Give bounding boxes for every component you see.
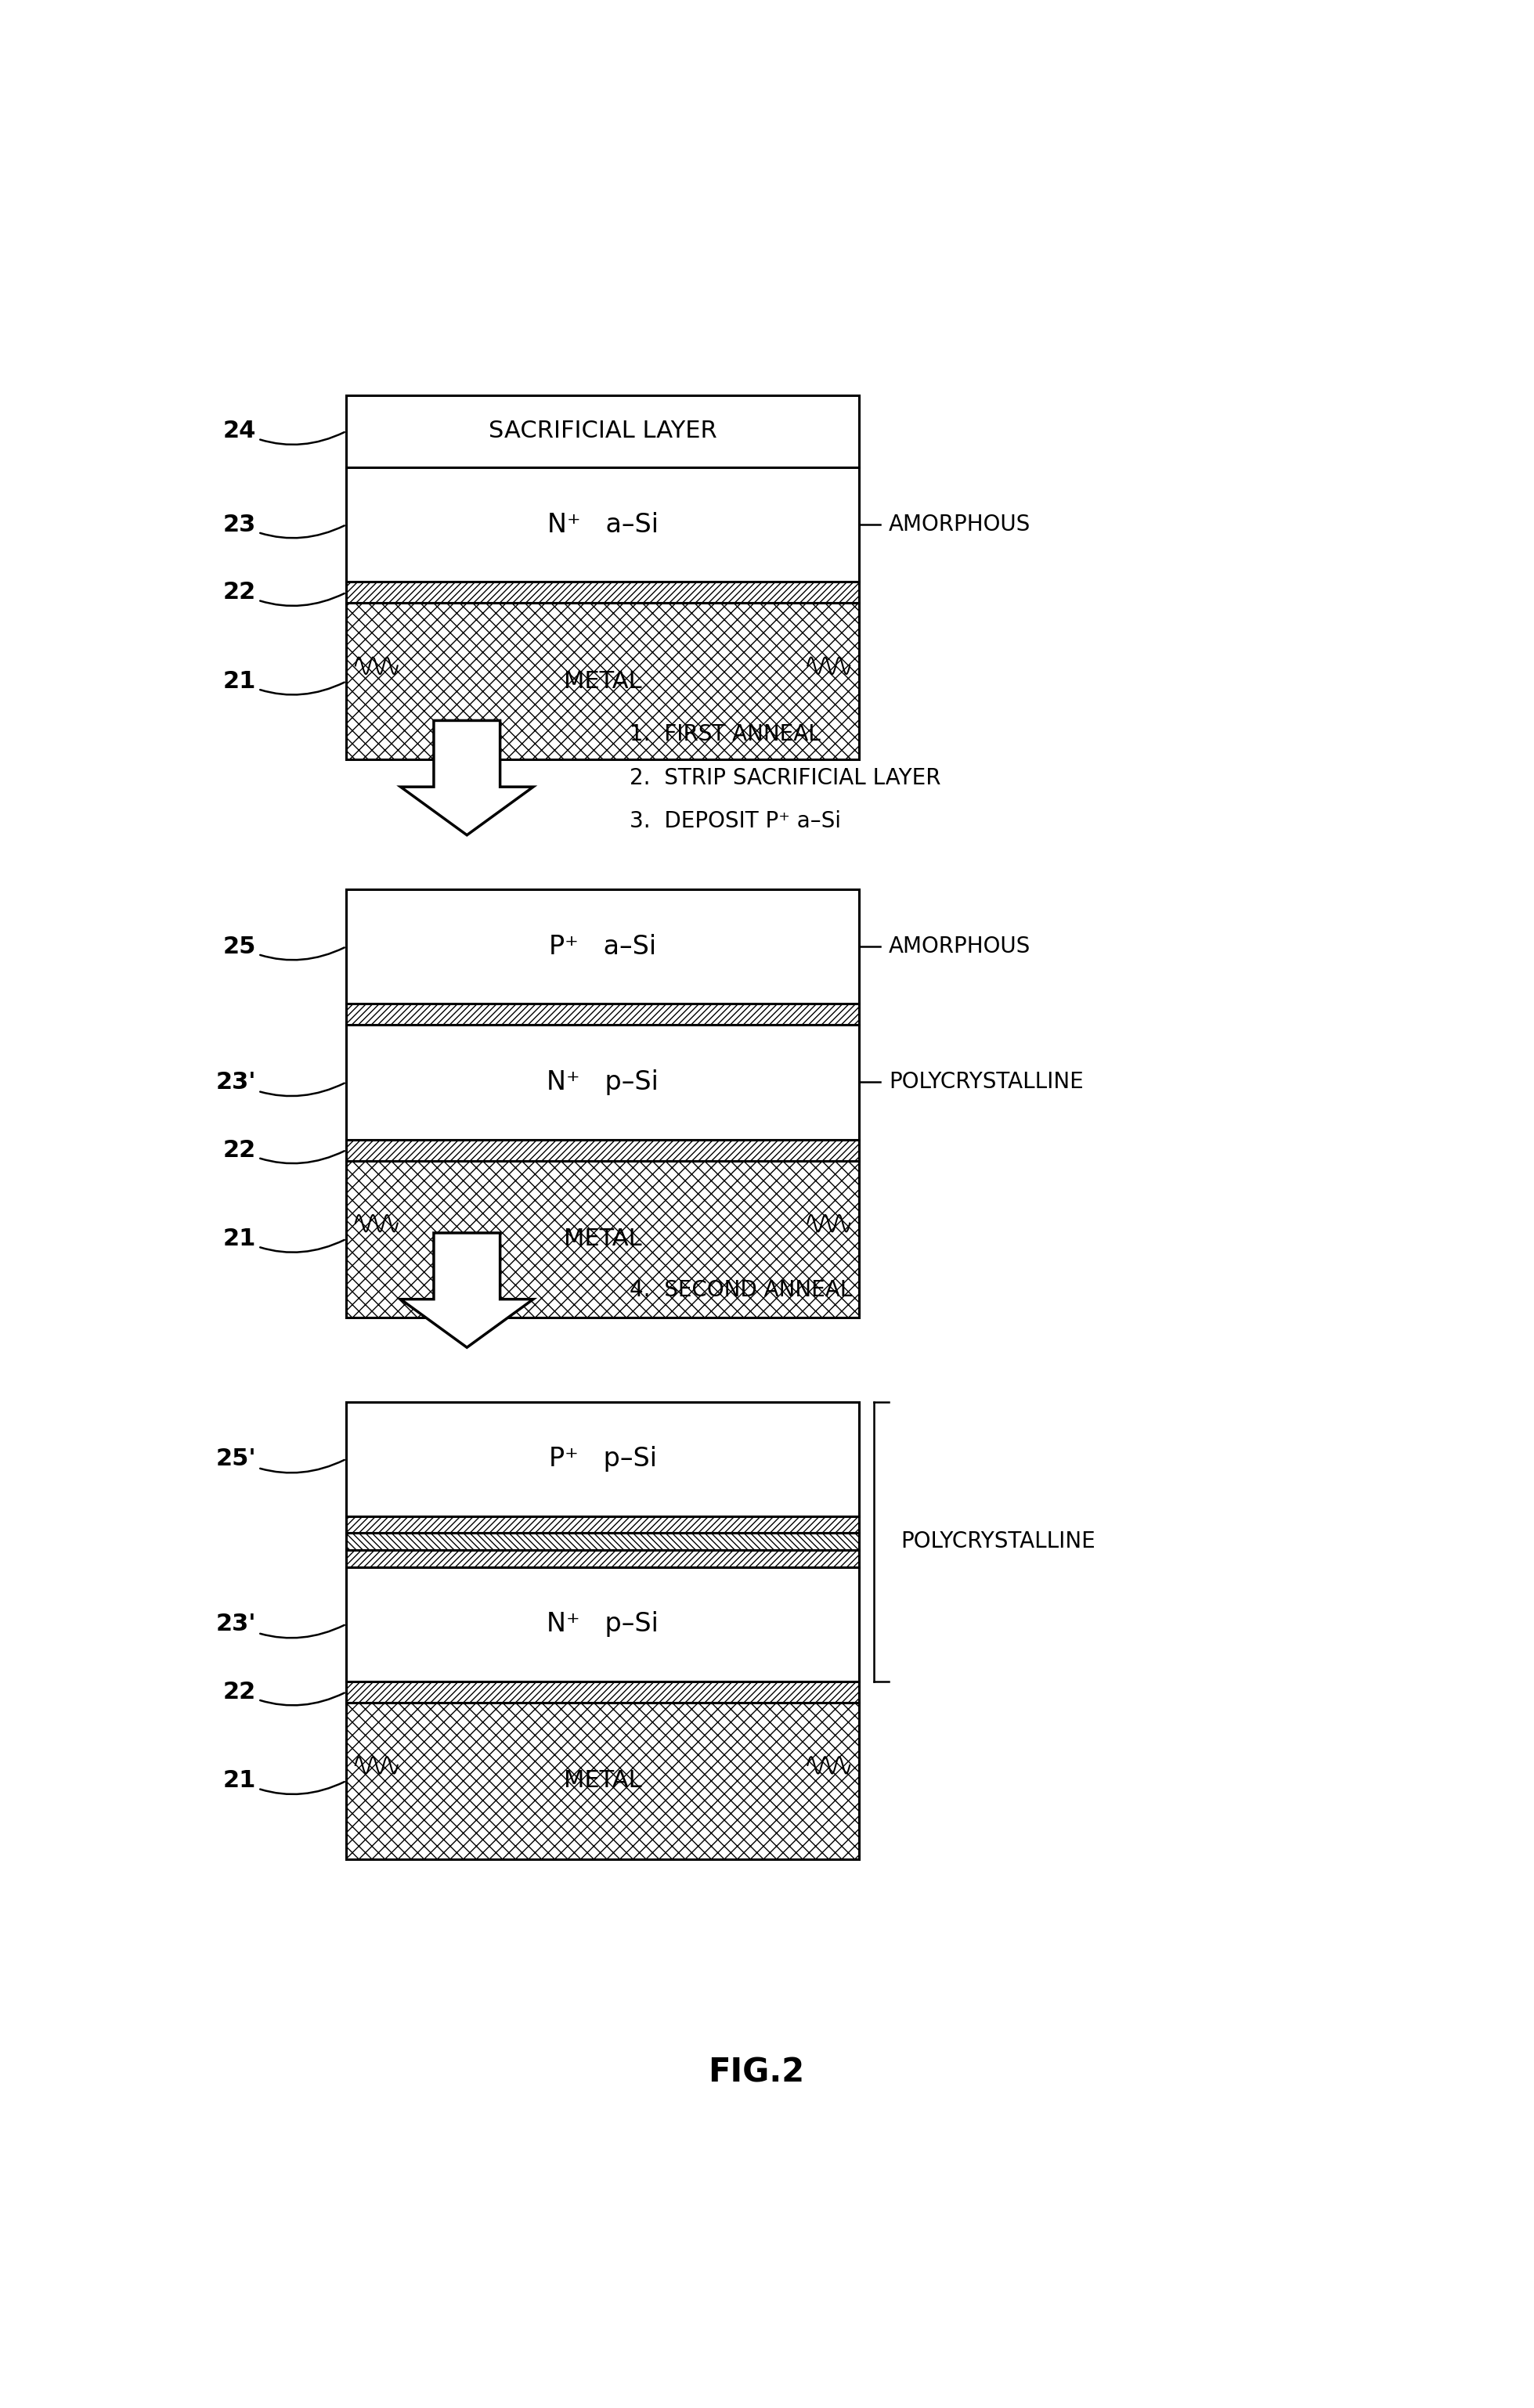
Polygon shape <box>400 720 534 836</box>
Text: 1.  FIRST ANNEAL: 1. FIRST ANNEAL <box>630 722 821 746</box>
Text: P⁺   a–Si: P⁺ a–Si <box>549 934 657 958</box>
Text: P⁺   p–Si: P⁺ p–Si <box>549 1447 657 1471</box>
Text: 21: 21 <box>222 1228 344 1252</box>
Bar <box>347 889 859 1004</box>
Text: METAL: METAL <box>563 669 641 694</box>
Text: AMORPHOUS: AMORPHOUS <box>890 937 1031 958</box>
Text: 24: 24 <box>222 419 344 445</box>
Bar <box>347 1551 859 1568</box>
Bar <box>347 1401 859 1517</box>
Bar <box>347 1026 859 1139</box>
Bar <box>347 1161 859 1317</box>
Text: 4.  SECOND ANNEAL: 4. SECOND ANNEAL <box>630 1279 853 1300</box>
Bar <box>347 1517 859 1534</box>
Text: 25': 25' <box>215 1447 344 1474</box>
Text: N⁺   p–Si: N⁺ p–Si <box>546 1069 658 1096</box>
Bar <box>347 602 859 761</box>
Text: POLYCRYSTALLINE: POLYCRYSTALLINE <box>900 1531 1095 1553</box>
Bar <box>347 1139 859 1161</box>
Text: 22: 22 <box>222 1681 344 1705</box>
Bar <box>347 1681 859 1702</box>
Bar <box>347 1702 859 1859</box>
Bar <box>347 1004 859 1026</box>
Text: N⁺   p–Si: N⁺ p–Si <box>546 1611 658 1637</box>
Text: 23': 23' <box>216 1072 344 1096</box>
Text: POLYCRYSTALLINE: POLYCRYSTALLINE <box>890 1072 1083 1093</box>
Text: 23': 23' <box>216 1613 344 1637</box>
Text: 25: 25 <box>222 934 344 961</box>
Text: METAL: METAL <box>563 1228 641 1250</box>
Text: METAL: METAL <box>563 1770 641 1792</box>
Text: 2.  STRIP SACRIFICIAL LAYER: 2. STRIP SACRIFICIAL LAYER <box>630 766 940 790</box>
Polygon shape <box>400 1233 534 1348</box>
Text: SACRIFICIAL LAYER: SACRIFICIAL LAYER <box>488 419 716 443</box>
Text: 3.  DEPOSIT P⁺ a–Si: 3. DEPOSIT P⁺ a–Si <box>630 809 841 833</box>
Text: 22: 22 <box>222 1139 344 1163</box>
Bar <box>347 1568 859 1681</box>
Text: AMORPHOUS: AMORPHOUS <box>890 513 1031 535</box>
Text: 21: 21 <box>222 669 344 696</box>
Text: 22: 22 <box>222 580 344 607</box>
Text: 23: 23 <box>222 513 344 537</box>
Text: FIG.2: FIG.2 <box>707 2056 804 2088</box>
Text: 21: 21 <box>222 1770 344 1794</box>
Bar <box>347 1534 859 1551</box>
Text: N⁺   a–Si: N⁺ a–Si <box>548 513 658 537</box>
Bar <box>347 467 859 583</box>
Bar <box>347 583 859 602</box>
Bar <box>347 395 859 467</box>
